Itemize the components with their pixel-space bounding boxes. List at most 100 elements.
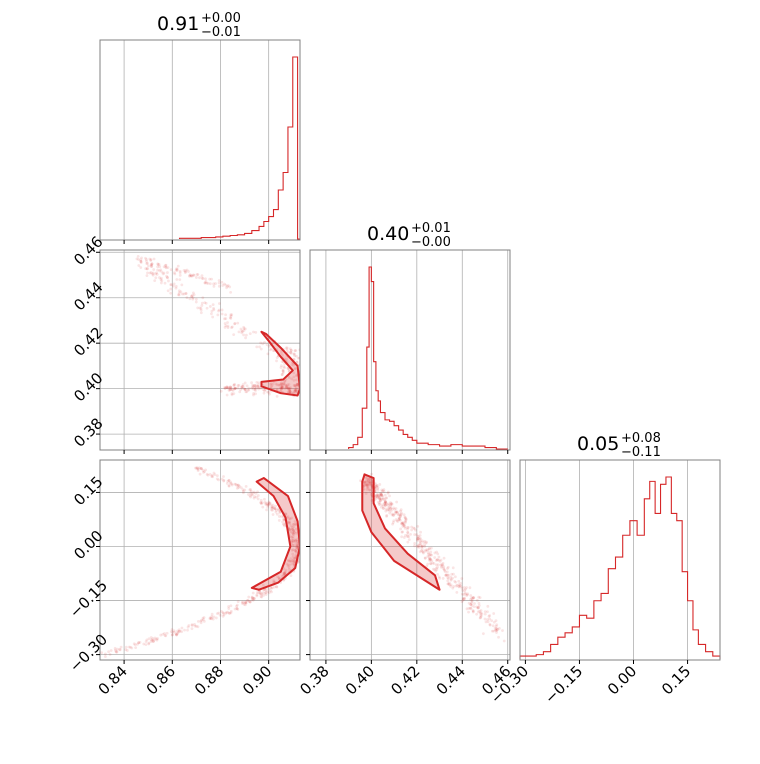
sample-point (188, 273, 192, 277)
sample-point (243, 387, 247, 391)
sample-point (282, 518, 286, 522)
sample-point (292, 544, 296, 547)
sample-point (149, 259, 153, 262)
sample-point (229, 609, 233, 613)
sample-point (363, 480, 366, 484)
sample-point (286, 390, 290, 394)
sample-point (285, 384, 289, 388)
sample-point (470, 600, 474, 603)
sample-point (266, 590, 270, 594)
sample-point (248, 488, 252, 492)
sample-point (238, 484, 241, 488)
sample-point (225, 286, 228, 290)
sample-point (425, 548, 429, 552)
sample-point (164, 265, 168, 269)
sample-point (277, 519, 281, 522)
sample-point (177, 289, 181, 293)
sample-point (289, 386, 292, 390)
sample-point (182, 292, 186, 296)
sample-point (369, 478, 373, 482)
sample-point (382, 488, 386, 491)
sample-point (295, 360, 299, 364)
sample-point (429, 553, 433, 557)
sample-point (241, 602, 244, 605)
sample-point (295, 378, 298, 382)
sample-point (495, 626, 498, 630)
sample-point (275, 585, 279, 589)
sample-point (386, 490, 390, 494)
sample-point (220, 477, 224, 481)
sample-point (129, 645, 132, 649)
sample-point (217, 281, 221, 285)
sample-point (290, 542, 294, 546)
sample-point (221, 284, 225, 287)
sample-point (430, 559, 434, 563)
sample-point (147, 264, 150, 268)
sample-point (375, 484, 379, 488)
sample-point (254, 392, 257, 396)
sample-point (490, 629, 494, 633)
sample-point (378, 497, 382, 501)
sample-point (289, 349, 293, 352)
sample-point (378, 493, 382, 497)
sample-point (293, 388, 297, 392)
sample-point (418, 537, 422, 541)
sample-point (233, 386, 237, 390)
sample-point (467, 606, 471, 610)
sample-point (287, 386, 291, 390)
sample-point (374, 496, 378, 500)
sample-point (370, 491, 374, 495)
sample-point (230, 388, 234, 392)
sample-point (194, 276, 198, 279)
sample-point (233, 322, 236, 326)
sample-point (234, 482, 238, 486)
sample-point (244, 601, 248, 605)
sample-point (226, 326, 230, 329)
sample-point (169, 283, 173, 287)
panel-content (359, 472, 506, 643)
sample-point (438, 576, 442, 580)
sample-point (258, 345, 261, 349)
sample-point (364, 482, 368, 486)
sample-point (461, 589, 465, 592)
sample-point (229, 604, 233, 608)
sample-point (381, 504, 385, 508)
sample-point (147, 637, 151, 641)
sample-point (183, 271, 187, 274)
sample-point (175, 633, 178, 637)
sample-point (389, 504, 393, 508)
sample-point (295, 360, 299, 364)
sample-point (147, 641, 151, 645)
sample-point (294, 388, 298, 391)
sample-point (252, 384, 256, 388)
sample-point (494, 619, 498, 623)
sample-point (444, 573, 448, 577)
sample-point (295, 544, 299, 547)
sample-point (377, 496, 381, 500)
title-value: 0.40 (367, 223, 409, 245)
sample-point (402, 524, 406, 527)
sample-point (198, 472, 202, 476)
sample-point (282, 382, 286, 385)
sample-point (416, 535, 420, 539)
sample-point (370, 482, 373, 485)
sample-point (113, 646, 117, 650)
sample-point (393, 508, 397, 511)
sample-point (413, 544, 416, 548)
sample-point (200, 304, 204, 307)
sample-point (191, 296, 195, 300)
sample-point (182, 269, 186, 272)
sample-point (282, 571, 286, 575)
sample-point (259, 592, 263, 595)
sample-point (232, 392, 236, 396)
sample-point (266, 505, 270, 509)
sample-point (389, 503, 392, 507)
sample-point (164, 634, 168, 638)
x-tick-label: 0.44 (433, 662, 469, 698)
sample-point (497, 626, 501, 630)
sample-point (494, 624, 498, 628)
sample-point (294, 384, 298, 388)
sample-point (160, 270, 164, 274)
title-minus: −0.11 (621, 445, 661, 460)
sample-point (127, 645, 131, 649)
